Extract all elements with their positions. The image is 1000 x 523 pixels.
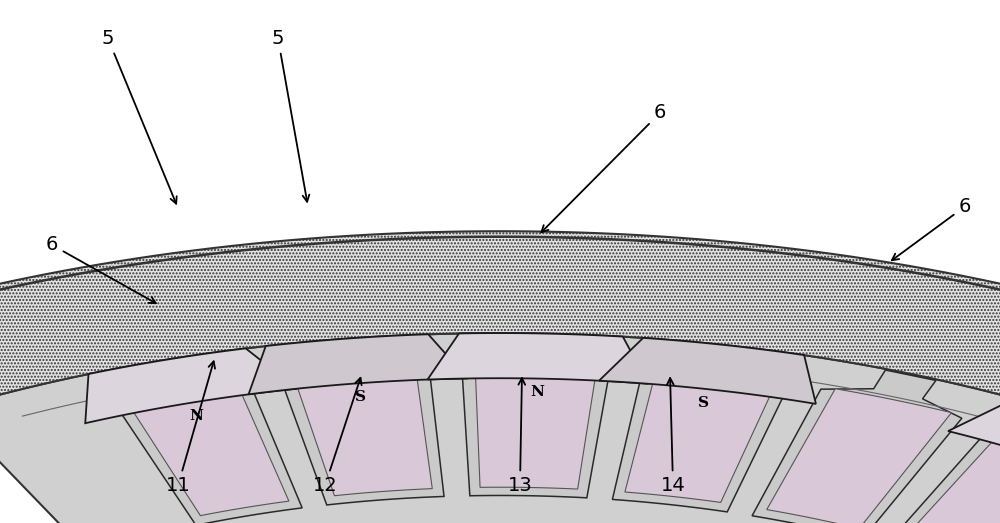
- Polygon shape: [625, 367, 777, 503]
- Polygon shape: [767, 389, 951, 523]
- Text: N: N: [190, 409, 204, 423]
- Polygon shape: [902, 427, 1000, 523]
- Polygon shape: [475, 360, 598, 489]
- Polygon shape: [428, 333, 648, 384]
- Polygon shape: [752, 370, 962, 523]
- Polygon shape: [123, 378, 289, 516]
- Polygon shape: [599, 338, 816, 404]
- Polygon shape: [249, 334, 468, 394]
- Polygon shape: [462, 334, 611, 498]
- Text: 14: 14: [661, 378, 685, 495]
- Text: 11: 11: [166, 361, 215, 495]
- Text: 5: 5: [272, 29, 309, 202]
- Polygon shape: [612, 344, 789, 512]
- Text: N: N: [530, 385, 544, 400]
- Text: S: S: [698, 396, 709, 410]
- Polygon shape: [292, 362, 432, 496]
- Text: 6: 6: [541, 104, 666, 232]
- Polygon shape: [85, 348, 297, 423]
- Polygon shape: [113, 357, 302, 523]
- Polygon shape: [948, 399, 1000, 492]
- Polygon shape: [280, 338, 444, 505]
- Text: 13: 13: [508, 378, 532, 495]
- Text: 12: 12: [313, 378, 362, 495]
- Text: 5: 5: [102, 29, 177, 203]
- Text: S: S: [355, 390, 366, 404]
- Polygon shape: [0, 231, 1000, 470]
- Polygon shape: [0, 333, 1000, 523]
- Text: 6: 6: [46, 235, 156, 303]
- Text: 6: 6: [892, 197, 971, 260]
- Polygon shape: [886, 413, 1000, 523]
